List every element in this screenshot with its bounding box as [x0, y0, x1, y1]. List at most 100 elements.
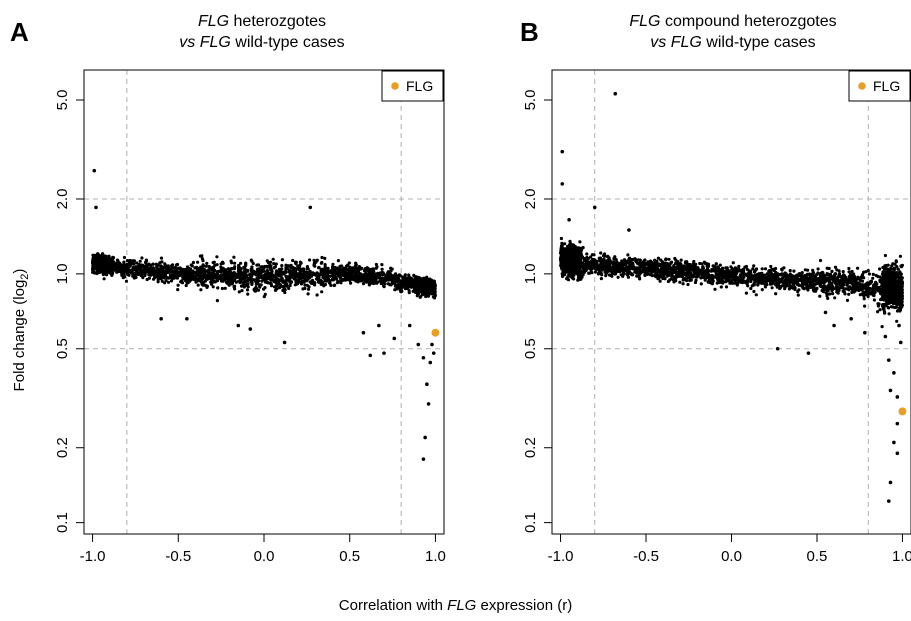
panel-a-data-point: [239, 280, 244, 284]
panel-a-data-point: [323, 256, 327, 260]
panel-a-data-point: [100, 256, 105, 260]
panel-a-outlier-point: [382, 351, 386, 355]
panel-a-data-point: [250, 272, 254, 276]
panel-a-data-point: [211, 285, 215, 289]
panel-b-data-point: [619, 273, 623, 277]
panel-a-data-point: [203, 279, 207, 283]
panel-a-data-point: [357, 277, 362, 281]
panel-a-data-point: [333, 271, 337, 276]
panel-a-data-point: [149, 272, 153, 276]
panel-a-data-point: [233, 261, 237, 265]
panel-a-data-point: [317, 276, 321, 280]
panel-a-data-point: [196, 260, 200, 264]
panel-a-data-point: [128, 258, 132, 263]
panel-a-outlier-point: [421, 355, 426, 360]
panel-a-data-point: [225, 272, 229, 276]
panel-a-data-point: [252, 269, 256, 273]
panel-a-data-point: [256, 282, 260, 286]
panel-a-data-point: [201, 283, 205, 287]
panel-a-y-tick-label: 0.2: [54, 437, 71, 458]
panel-a-data-point: [131, 265, 135, 270]
panel-a-data-point: [407, 281, 411, 286]
panel-a-data-point: [305, 267, 309, 271]
panel-a-data-point: [191, 271, 196, 275]
panel-a-data-point: [186, 265, 190, 269]
panel-a-data-point: [284, 270, 288, 274]
panel-a-data-point: [152, 271, 156, 275]
panel-a-data-point: [194, 274, 198, 278]
panel-a-data-point: [110, 269, 114, 273]
panel-b-data-point: [659, 258, 663, 262]
panel-a-data-point: [122, 264, 126, 268]
panel-a-outlier-point: [407, 323, 412, 328]
panel-a-data-point: [378, 279, 382, 283]
panel-a-data-point: [114, 268, 118, 272]
panel-b-data-point: [760, 267, 764, 271]
panel-a-data-point: [275, 284, 279, 288]
panel-b-data-point: [679, 258, 683, 262]
panel-a-data-point: [349, 281, 353, 285]
panel-a-data-point: [307, 274, 311, 278]
panel-a-data-point: [288, 283, 292, 288]
panel-b-data-point: [796, 293, 800, 297]
panel-a-data-point: [221, 268, 225, 272]
panel-a-data-point: [215, 272, 220, 276]
panel-a-data-point: [211, 261, 215, 265]
panel-a-data-point: [403, 280, 407, 284]
panel-a-data-point: [307, 287, 311, 291]
panel-a-outlier-point: [159, 316, 163, 321]
panel-a-data-point: [213, 263, 217, 267]
panel-b-data-point: [830, 269, 834, 273]
panel-a-data-point: [179, 280, 183, 284]
panel-a-data-point: [325, 274, 329, 278]
panel-a-outlier-point: [392, 336, 397, 341]
panel-b-data-point: [850, 290, 854, 294]
panel-a-data-point: [306, 277, 310, 281]
panel-a-data-point: [198, 273, 202, 277]
panel-a-data-point: [381, 276, 385, 280]
panel-a-data-point: [189, 263, 193, 267]
panel-a-data-point: [242, 285, 246, 289]
panel-a-data-point: [134, 272, 138, 277]
panel-a-data-point: [245, 275, 249, 279]
panel-b-data-point: [819, 284, 824, 289]
panel-a-point-cloud: [91, 168, 437, 461]
panel-a-data-point: [342, 273, 346, 278]
panel-a-data-point: [409, 285, 413, 289]
panel-a-data-point: [237, 290, 241, 294]
panel-a-data-point: [245, 283, 249, 287]
panel-a-data-point: [205, 269, 209, 273]
panel-b-data-point: [863, 304, 867, 308]
panel-a-data-point: [176, 274, 180, 278]
panel-a-data-point: [179, 271, 183, 275]
panel-b-data-point: [847, 266, 851, 271]
panel-b-data-point: [893, 267, 897, 271]
panel-a-data-point: [289, 280, 294, 284]
panel-a-data-point: [320, 260, 324, 265]
panel-a-data-point: [124, 279, 129, 283]
panel-b-data-point: [880, 325, 884, 329]
panel-a-data-point: [405, 286, 409, 290]
panel-a-data-point: [262, 274, 266, 278]
panel-a-data-point: [382, 285, 386, 289]
panel-b-data-point: [694, 262, 698, 266]
panel-a-x-tick-label: -0.5: [165, 548, 191, 565]
panel-a-data-point: [277, 269, 281, 273]
panel-a-data-point: [347, 268, 351, 272]
panel-a-data-point: [380, 263, 384, 267]
panel-a-data-point: [347, 261, 351, 265]
panel-a-data-point: [263, 278, 267, 282]
panel-a-data-point: [323, 265, 327, 269]
panel-b-data-point: [754, 293, 758, 297]
panel-a-data-point: [353, 264, 358, 268]
panel-a-data-point: [237, 269, 241, 273]
panel-b-data-point: [731, 261, 735, 265]
panel-a-data-point: [122, 255, 127, 260]
panel-b-title-line-1: FLG compound heterozgotes: [629, 13, 836, 30]
panel-a-data-point: [154, 262, 158, 266]
panel-a-data-point: [412, 273, 416, 277]
panel-a-outlier-point: [431, 351, 436, 355]
panel-a-data-point: [333, 283, 337, 287]
panel-a-data-point: [184, 283, 188, 288]
